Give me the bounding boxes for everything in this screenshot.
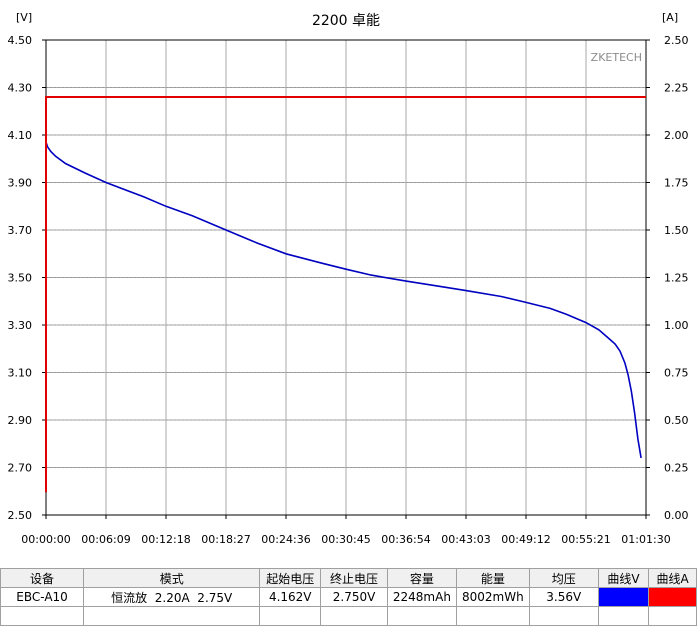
header-start-voltage: 起始电压 [259, 568, 322, 588]
left-axis-tick-label: 2.70 [8, 462, 33, 475]
left-axis-tick-label: 2.90 [8, 414, 33, 427]
header-mode: 模式 [83, 568, 261, 588]
cell-device: EBC-A10 [0, 587, 85, 607]
right-axis-unit: [A] [662, 11, 678, 24]
x-axis-tick-label: 00:30:45 [321, 533, 370, 546]
empty-cell [648, 606, 697, 626]
right-axis-tick-label: 0.25 [664, 462, 689, 475]
cell-curve-a-color[interactable] [648, 587, 697, 607]
cell-curve-v-color[interactable] [597, 587, 650, 607]
x-axis-tick-label: 00:43:03 [441, 533, 490, 546]
voltage-series-line [45, 141, 642, 459]
chart-title: 2200 卓能 [312, 13, 380, 29]
x-axis-tick-label: 00:00:00 [21, 533, 70, 546]
x-axis-tick-label: 00:55:21 [561, 533, 610, 546]
summary-header-row: 设备 模式 起始电压 终止电压 容量 能量 均压 曲线V 曲线A [0, 568, 697, 588]
right-axis-tick-label: 0.75 [664, 367, 689, 380]
left-axis-tick-label: 4.30 [8, 82, 33, 95]
empty-cell [0, 606, 85, 626]
header-avg-voltage: 均压 [528, 568, 599, 588]
left-axis-tick-label: 3.30 [8, 319, 33, 332]
header-capacity: 容量 [386, 568, 457, 588]
empty-cell [83, 606, 261, 626]
cell-capacity: 2248mAh [386, 587, 457, 607]
left-axis-tick-label: 3.70 [8, 224, 33, 237]
header-end-voltage: 终止电压 [320, 568, 388, 588]
right-axis-tick-label: 1.75 [664, 177, 689, 190]
left-axis-tick-label: 2.50 [8, 509, 33, 522]
cell-avg-voltage: 3.56V [528, 587, 599, 607]
header-device: 设备 [0, 568, 85, 588]
x-axis-tick-label: 00:36:54 [381, 533, 430, 546]
x-axis-tick-label: 00:49:12 [501, 533, 550, 546]
summary-data-row[interactable]: EBC-A10 恒流放 2.20A 2.75V 4.162V 2.750V 22… [0, 587, 697, 607]
summary-table: 设备 模式 起始电压 终止电压 容量 能量 均压 曲线V 曲线A EBC-A10… [0, 568, 697, 626]
curve-v-color-swatch[interactable] [599, 588, 648, 606]
chart-svg: 2200 卓能 [V] [A] ZKETECH 2.50 2.70 2.90 3.10 3.30… [8, 11, 689, 546]
empty-cell [320, 606, 388, 626]
header-curve-a[interactable]: 曲线A [648, 568, 697, 588]
cell-mode: 恒流放 2.20A 2.75V [83, 587, 261, 607]
empty-cell [528, 606, 599, 626]
right-axis-tick-label: 0.00 [664, 509, 689, 522]
x-axis-tick-label: 00:12:18 [141, 533, 190, 546]
right-axis-tick-label: 2.50 [664, 34, 689, 47]
left-axis-tick-label: 4.10 [8, 129, 33, 142]
right-axis-tick-label: 0.50 [664, 414, 689, 427]
header-curve-v[interactable]: 曲线V [597, 568, 650, 588]
left-axis-tick-label: 3.10 [8, 367, 33, 380]
empty-cell [455, 606, 530, 626]
left-axis-unit: [V] [16, 11, 32, 24]
right-axis-tick-label: 1.50 [664, 224, 689, 237]
x-axis-tick-label: 01:01:30 [621, 533, 670, 546]
cell-end-voltage: 2.750V [320, 587, 388, 607]
cell-energy: 8002mWh [455, 587, 530, 607]
right-axis-tick-label: 2.25 [664, 82, 689, 95]
watermark: ZKETECH [591, 51, 642, 64]
x-axis-tick-label: 00:06:09 [81, 533, 130, 546]
current-series-line [45, 96, 646, 493]
empty-cell [597, 606, 650, 626]
cell-start-voltage: 4.162V [259, 587, 322, 607]
curve-a-color-swatch[interactable] [649, 588, 696, 606]
right-axis-tick-label: 1.25 [664, 272, 689, 285]
right-axis-tick-label: 1.00 [664, 319, 689, 332]
empty-cell [259, 606, 322, 626]
left-axis-tick-label: 4.50 [8, 34, 33, 47]
summary-empty-row [0, 606, 697, 626]
header-energy: 能量 [455, 568, 530, 588]
chart: 2200 卓能 [V] [A] ZKETECH 2.50 2.70 2.90 3.10 3.30… [8, 11, 689, 546]
empty-cell [386, 606, 457, 626]
left-axis-tick-label: 3.50 [8, 272, 33, 285]
x-axis-tick-label: 00:24:36 [261, 533, 310, 546]
x-axis-tick-label: 00:18:27 [201, 533, 250, 546]
right-axis-tick-label: 2.00 [664, 129, 689, 142]
left-axis-tick-label: 3.90 [8, 177, 33, 190]
